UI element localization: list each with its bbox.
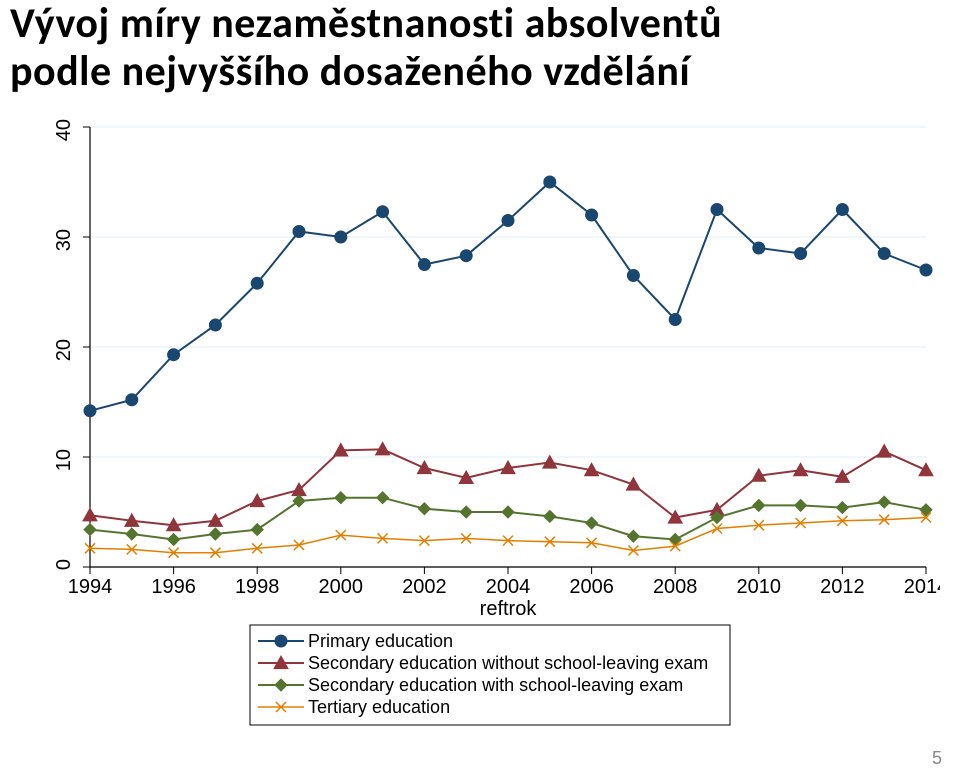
- chart: 0 10 20 30 40 1994 1996 1998 2000 2002 2004 2006 200…: [20, 115, 940, 745]
- x-axis-label: reftrok: [480, 598, 538, 620]
- y-tick-label: 10: [53, 449, 75, 471]
- x-tick-label: 2008: [653, 576, 698, 598]
- legend-label: Tertiary education: [308, 697, 450, 717]
- x-tick-label: 1998: [235, 576, 280, 598]
- x-tick-label: 1994: [68, 576, 113, 598]
- legend-label: Secondary education without school-leavi…: [308, 653, 708, 673]
- x-tick-label: 2010: [737, 576, 782, 598]
- x-tick-label: 2004: [486, 576, 531, 598]
- y-tick-label: 40: [53, 119, 75, 141]
- legend: Primary educationSecondary education wit…: [250, 625, 730, 725]
- page-number: 5: [932, 748, 942, 769]
- legend-label: Secondary education with school-leaving …: [308, 675, 683, 695]
- y-tick-label: 0: [53, 559, 75, 570]
- x-tick-label: 2014: [904, 576, 940, 598]
- page-title: Vývoj míry nezaměstnanosti absolventů po…: [10, 0, 722, 97]
- x-tick-label: 2012: [820, 576, 865, 598]
- x-tick-label: 1996: [151, 576, 196, 598]
- title-line1: Vývoj míry nezaměstnanosti absolventů: [10, 0, 722, 49]
- x-tick-label: 2006: [569, 576, 614, 598]
- legend-label: Primary education: [308, 631, 453, 651]
- x-tick-label: 2000: [319, 576, 364, 598]
- title-line2: podle nejvyššího dosaženého vzdělání: [10, 46, 690, 97]
- x-tick-label: 2002: [402, 576, 447, 598]
- y-tick-label: 20: [53, 339, 75, 361]
- y-tick-label: 30: [53, 229, 75, 251]
